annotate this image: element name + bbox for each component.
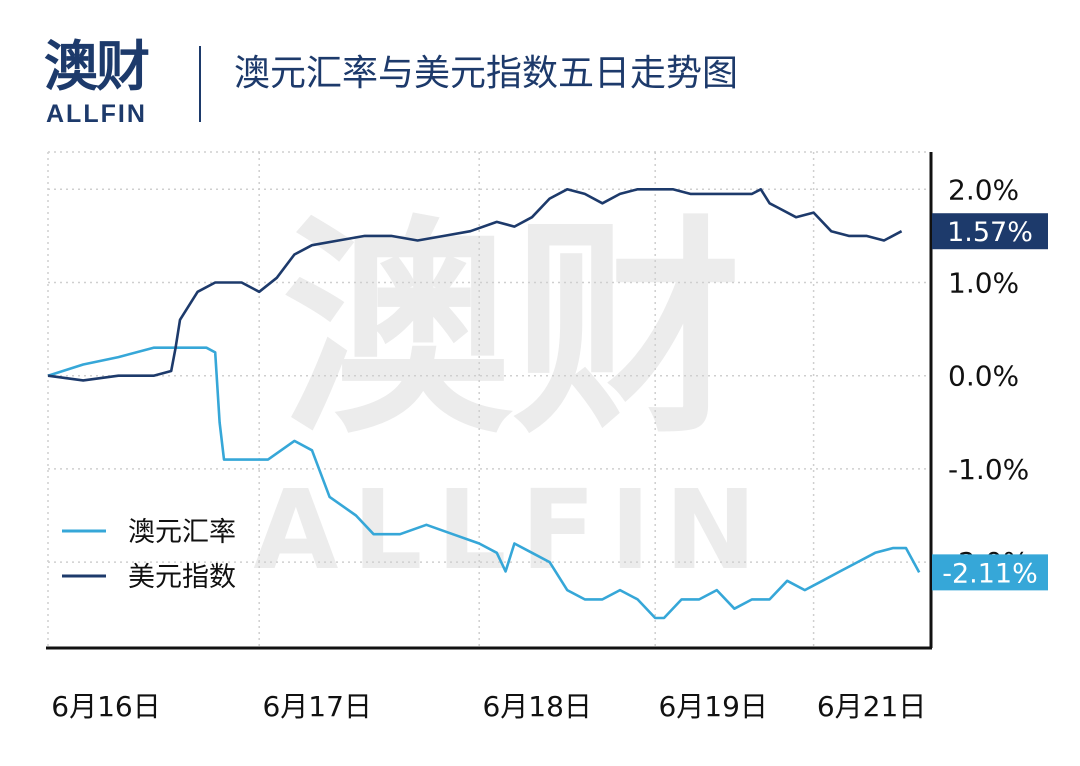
y-tick-label: 0.0%	[948, 360, 1019, 393]
legend-label-dxy: 美元指数	[128, 562, 236, 593]
watermark-cn: 澳财	[282, 198, 742, 465]
watermark-en: ALLFIN	[253, 466, 770, 594]
series-line-dxy	[47, 188, 903, 382]
brand-logo-cn: 澳财	[44, 35, 150, 98]
x-tick-label: 6月21日	[817, 690, 926, 723]
legend: 澳元汇率 美元指数	[62, 517, 236, 593]
y-tick-label: -1.0%	[948, 453, 1029, 486]
end-label-aud: -2.11%	[932, 554, 1048, 591]
y-tick-label: 2.0%	[948, 173, 1019, 206]
legend-label-aud: 澳元汇率	[128, 517, 236, 548]
grid	[47, 151, 928, 646]
chart-title: 澳元汇率与美元指数五日走势图	[234, 53, 739, 94]
x-tick-labels: 6月16日 6月17日 6月18日 6月19日 6月21日	[51, 690, 926, 723]
y-tick-label: 1.0%	[948, 266, 1019, 299]
header-divider	[199, 46, 201, 122]
x-tick-label: 6月18日	[482, 690, 591, 723]
series-lines	[47, 188, 921, 620]
brand-logo-en: ALLFIN	[46, 100, 147, 128]
watermark: 澳财 ALLFIN	[253, 198, 770, 594]
end-label-dxy: 1.57%	[932, 213, 1048, 250]
series-line-aud	[47, 346, 921, 620]
x-tick-label: 6月19日	[658, 690, 767, 723]
x-tick-label: 6月16日	[51, 690, 160, 723]
end-label-aud-box	[932, 554, 1048, 591]
x-tick-label: 6月17日	[262, 690, 371, 723]
end-label-dxy-box	[932, 213, 1048, 250]
end-label-dxy-text: 1.57%	[947, 217, 1033, 248]
end-label-aud-text: -2.11%	[942, 558, 1038, 589]
end-labels: -2.11% 1.57%	[932, 213, 1048, 591]
axes	[46, 152, 933, 650]
